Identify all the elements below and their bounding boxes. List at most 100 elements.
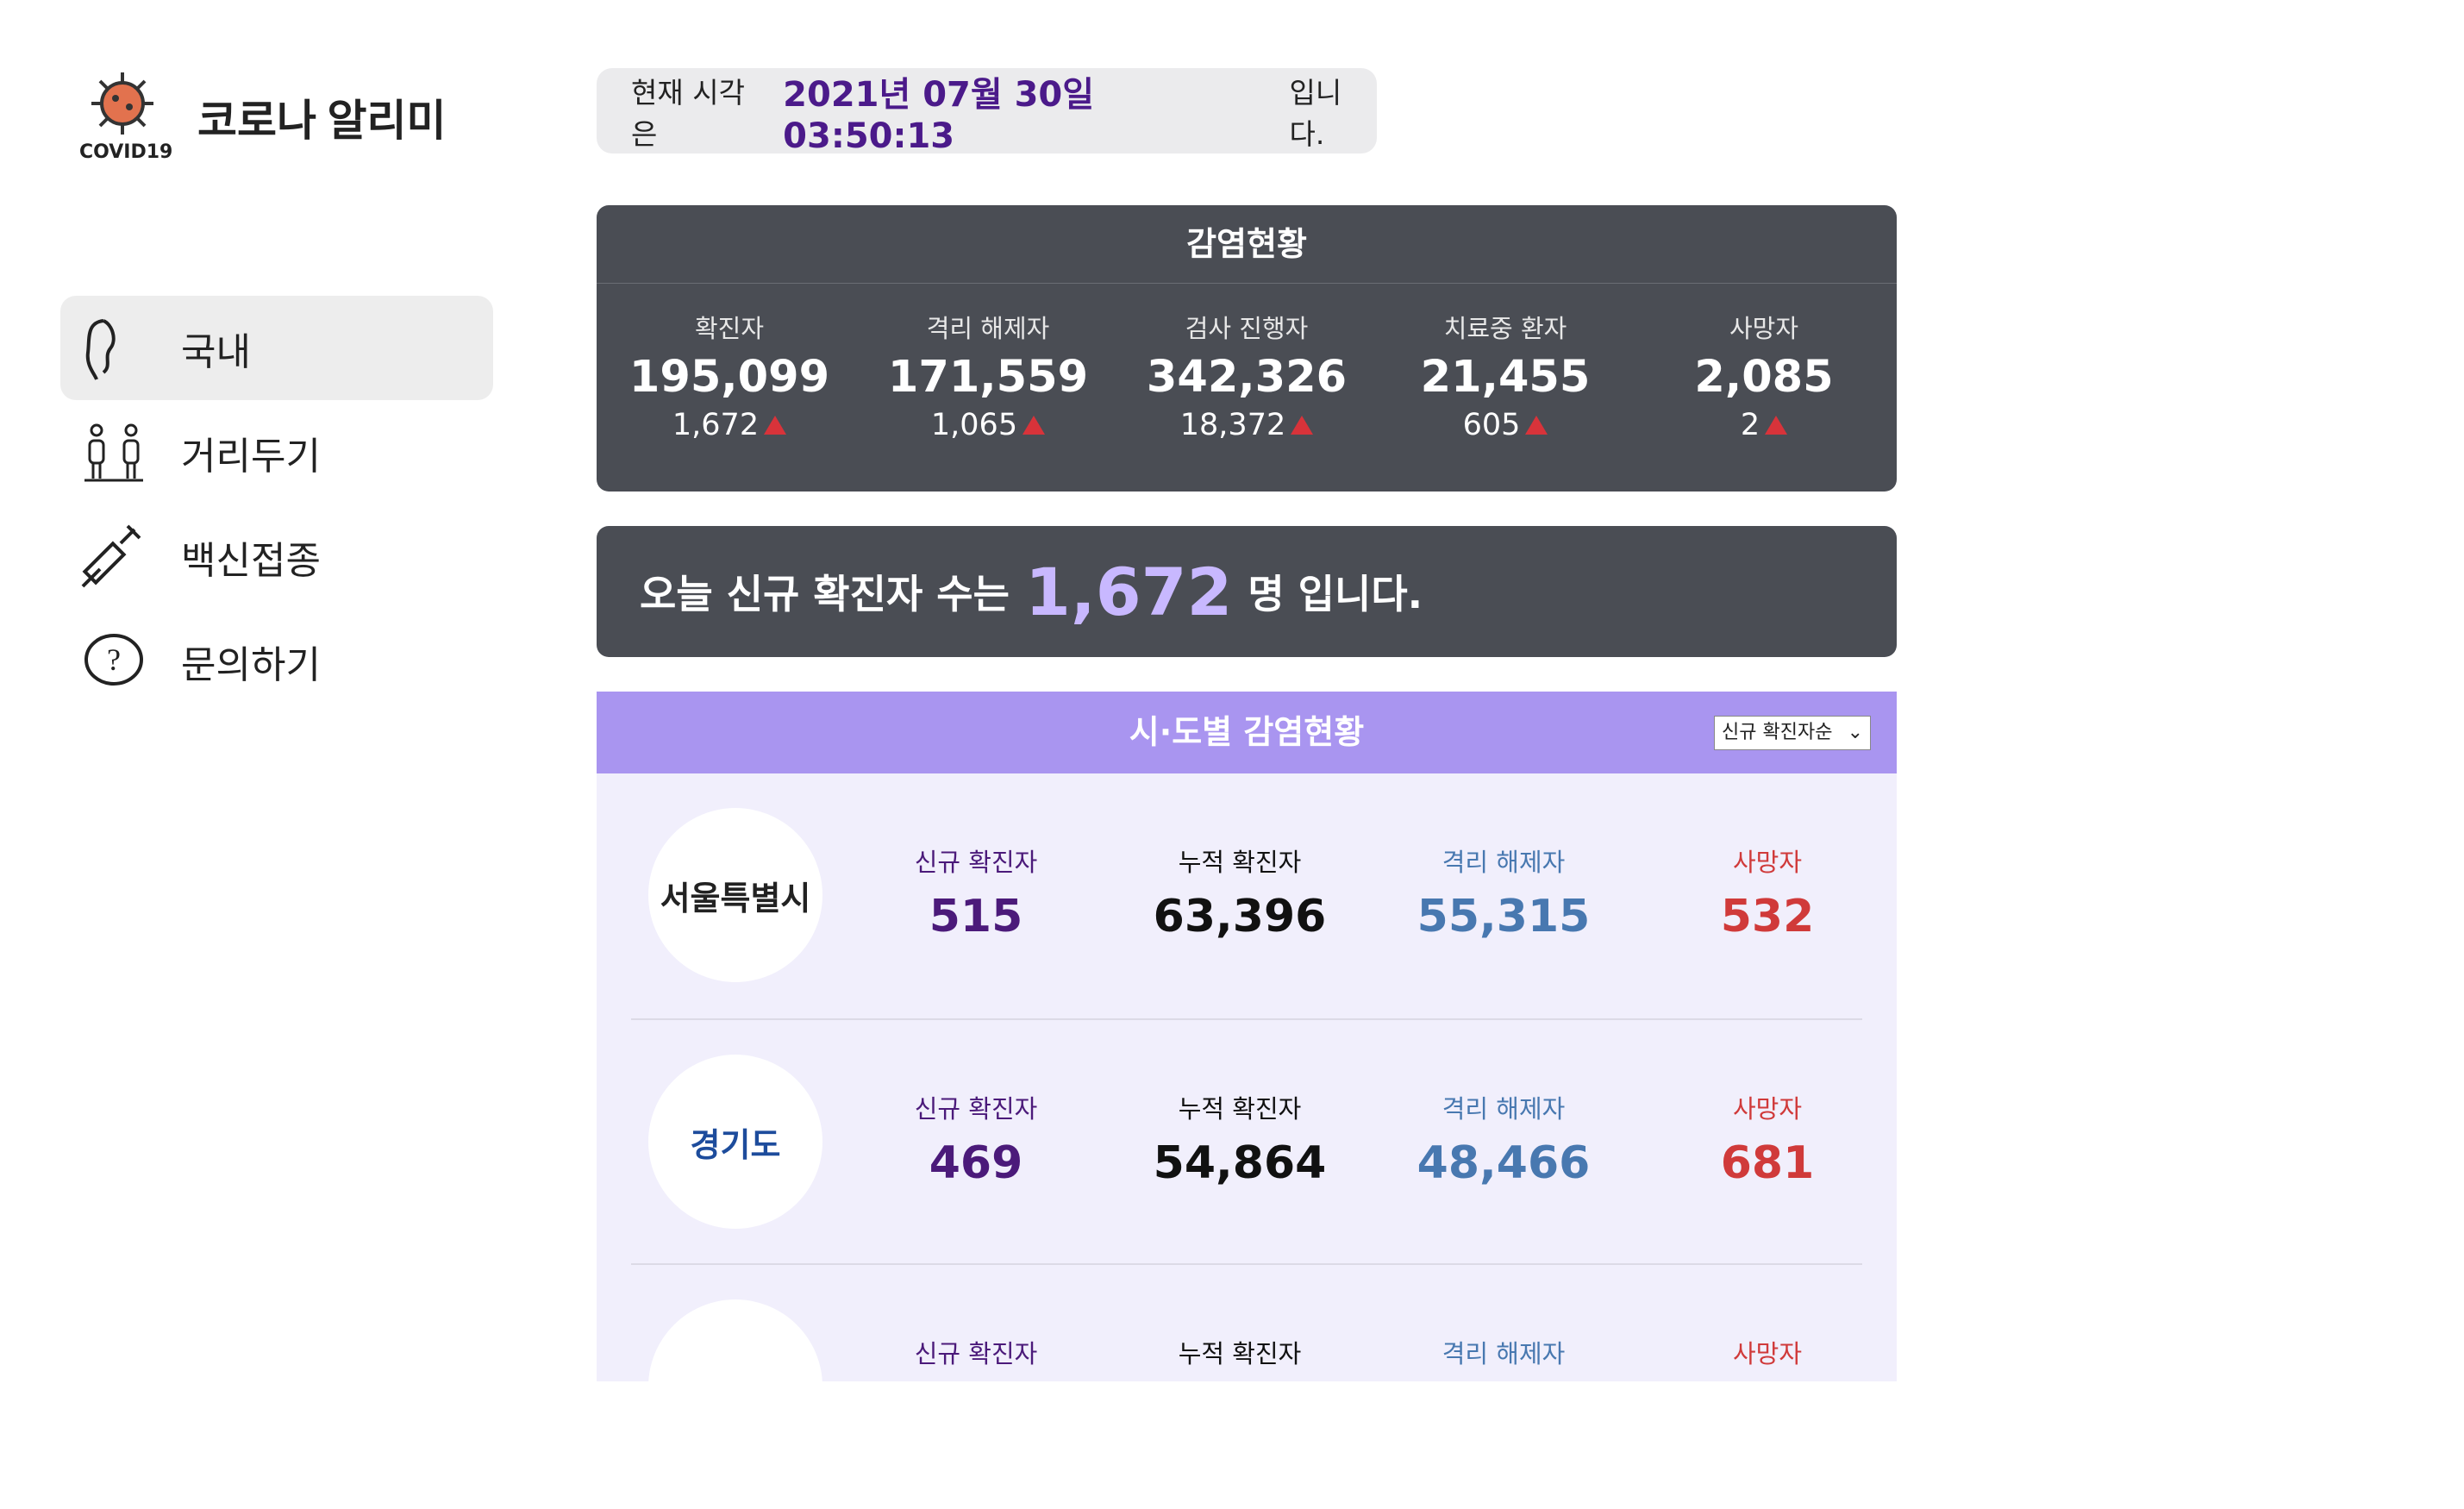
region-logo: 서울특별시: [648, 808, 822, 982]
up-arrow: [1291, 416, 1314, 435]
cell-label: 누적 확진자: [1178, 848, 1302, 877]
banner-prefix: 오늘 신규 확진자 수는: [640, 571, 1010, 617]
up-arrow: [1022, 416, 1046, 435]
cell-value: 515: [929, 891, 1023, 942]
stat: 사망자 2,085 2: [1635, 309, 1893, 442]
region-cell: 신규 확진자 469: [847, 1089, 1105, 1189]
stat-value: 342,326: [1146, 352, 1348, 403]
nav-label: 백신접종: [181, 539, 321, 582]
stat-label: 치료중 환자: [1443, 314, 1567, 343]
region-row: 경기도 신규 확진자 469 누적 확진자 54,864 격리 해제자 48,466 사망자 6…: [631, 1018, 1862, 1264]
chevron: ⌄: [1847, 722, 1863, 743]
banner: 오늘 신규 확진자 수는 1,672 명 입니다.: [597, 526, 1897, 657]
delta-value: 1,065: [930, 408, 1018, 442]
stat-delta: 2: [1635, 408, 1893, 442]
stat-label: 확진자: [694, 314, 765, 343]
stat: 검사 진행자 342,326 18,372: [1117, 309, 1376, 442]
stat-value: 195,099: [629, 352, 830, 403]
cell-label: 누적 확진자: [1178, 1339, 1302, 1368]
cell-label: 격리 해제자: [1442, 1339, 1566, 1368]
region-cell: 사망자 532: [1638, 842, 1897, 942]
cell-label: 사망자: [1732, 1094, 1803, 1124]
clock-time: 2021년 07월 30일 03:50:13: [783, 74, 1095, 156]
region-row: 신규 확진자 누적 확진자 격리 해제자 사망자: [631, 1263, 1862, 1509]
region-row: 서울특별시 신규 확진자 515 누적 확진자 63,396 격리 해제자 55,315 사망…: [631, 773, 1862, 1017]
stat-delta: 1,065: [859, 408, 1117, 442]
cell-label: 신규 확진자: [914, 848, 1038, 877]
region-cell: 누적 확진자: [1110, 1334, 1369, 1370]
cell-value: 532: [1720, 891, 1815, 942]
nav-label: 문의하기: [181, 643, 321, 686]
status-panel: 감염현황 확진자 195,099 1,672 격리 해제자 171,559 1,065 검사…: [597, 205, 1897, 492]
stat-delta: 18,372: [1117, 408, 1376, 442]
stat-value: 21,455: [1420, 352, 1591, 403]
stat: 확진자 195,099 1,672: [600, 309, 859, 442]
cell-value: 681: [1720, 1137, 1815, 1189]
cell-label: 신규 확진자: [914, 1339, 1038, 1368]
sort-select[interactable]: 신규 확진자순 ⌄: [1714, 716, 1871, 750]
cell-value: 55,315: [1416, 891, 1591, 942]
cell-label: 신규 확진자: [914, 1094, 1038, 1124]
cell-label: 사망자: [1732, 848, 1803, 877]
clock-prefix: 현재 시각은: [631, 75, 745, 151]
delta-value: 18,372: [1179, 408, 1286, 442]
region-cell: 사망자 681: [1638, 1089, 1897, 1189]
region-cell: 누적 확진자 54,864: [1110, 1089, 1369, 1189]
icon: [84, 423, 143, 481]
cell-value: 54,864: [1153, 1137, 1327, 1189]
clock-suffix: 입니다.: [1289, 75, 1342, 151]
delta-value: 605: [1462, 408, 1521, 442]
stat-value: 171,559: [887, 352, 1089, 403]
region-cell: 신규 확진자: [847, 1334, 1105, 1370]
cell-value: 48,466: [1416, 1137, 1591, 1189]
virus-icon: [91, 72, 153, 135]
logo: COVID19: [79, 69, 173, 163]
icon: [85, 318, 116, 380]
stat-label: 격리 해제자: [926, 314, 1050, 343]
nav-item[interactable]: 국내: [60, 296, 493, 400]
up-arrow: [764, 416, 787, 435]
icon: ?: [84, 633, 143, 686]
delta-value: 1,672: [672, 408, 760, 442]
logo-badge: COVID19: [79, 141, 173, 163]
region-cell: 격리 해제자 55,315: [1374, 842, 1633, 942]
nav-label: 국내: [181, 330, 251, 373]
stat-label: 사망자: [1729, 314, 1799, 343]
delta-value: 2: [1740, 408, 1760, 442]
stat-value: 2,085: [1694, 352, 1834, 403]
nav-item[interactable]: ? 문의하기: [60, 609, 493, 713]
cell-label: 격리 해제자: [1442, 1094, 1566, 1124]
sort-label: 신규 확진자순: [1722, 722, 1833, 743]
stat-delta: 605: [1376, 408, 1635, 442]
icon: [81, 524, 141, 587]
region-logo: [648, 1299, 822, 1474]
nav-label: 거리두기: [181, 435, 321, 478]
region-cell: 신규 확진자 515: [847, 842, 1105, 942]
stat: 치료중 환자 21,455 605: [1376, 309, 1635, 442]
clock-box: 현재 시각은 2021년 07월 30일 03:50:13 입니다.: [597, 68, 1377, 156]
region-cell: 누적 확진자 63,396: [1110, 842, 1369, 942]
up-arrow: [1765, 416, 1788, 435]
region-cell: 격리 해제자: [1374, 1334, 1633, 1370]
nav-item[interactable]: 백신접종: [60, 504, 493, 609]
stat-delta: 1,672: [600, 408, 859, 442]
cell-value: 469: [929, 1137, 1023, 1189]
region-cell: 사망자: [1638, 1334, 1897, 1370]
status-title: 감염현황: [597, 205, 1897, 284]
page: COVID19 코로나 알리미 국내 거리두기 백신접종 ? 문의하기 현재 시각…: [60, 68, 1897, 1381]
nav-item[interactable]: 거리두기: [60, 400, 493, 504]
up-arrow: [1525, 416, 1548, 435]
region-cell: 격리 해제자 48,466: [1374, 1089, 1633, 1189]
stat-label: 검사 진행자: [1185, 314, 1309, 343]
region-panel: 시·도별 감염현황 신규 확진자순 ⌄ 서울특별시 신규 확진자 515 누적 확진자 6…: [597, 692, 1897, 1474]
region-logo: 경기도: [648, 1055, 822, 1229]
banner-count: 1,672: [1024, 553, 1233, 630]
banner-suffix: 명 입니다.: [1248, 571, 1423, 617]
region-title: 시·도별 감염현황: [597, 692, 1897, 773]
cell-value: 63,396: [1153, 891, 1327, 942]
cell-label: 누적 확진자: [1178, 1094, 1302, 1124]
svg-text:?: ?: [107, 642, 121, 677]
app-title: 코로나 알리미: [197, 97, 447, 145]
cell-label: 격리 해제자: [1442, 848, 1566, 877]
cell-label: 사망자: [1732, 1339, 1803, 1368]
